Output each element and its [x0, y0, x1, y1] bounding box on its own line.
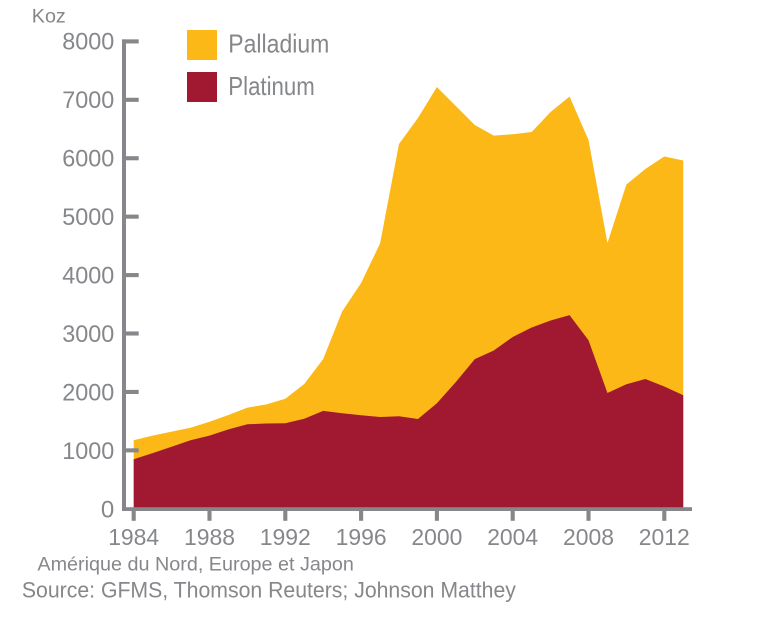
svg-text:4000: 4000	[62, 262, 114, 289]
svg-text:1984: 1984	[108, 524, 159, 550]
svg-text:Platinum: Platinum	[228, 71, 314, 101]
svg-text:Amérique du Nord, Europe et Ja: Amérique du Nord, Europe et Japon	[37, 553, 354, 575]
svg-text:1992: 1992	[260, 524, 311, 550]
svg-text:7000: 7000	[62, 87, 114, 114]
svg-text:Palladium: Palladium	[228, 29, 329, 59]
svg-text:2012: 2012	[639, 524, 690, 550]
svg-text:2008: 2008	[563, 524, 614, 550]
svg-text:8000: 8000	[62, 28, 114, 55]
svg-text:1996: 1996	[336, 524, 387, 550]
svg-text:2000: 2000	[411, 524, 462, 550]
svg-text:1000: 1000	[62, 438, 114, 465]
svg-text:6000: 6000	[62, 145, 114, 172]
svg-text:Source: GFMS, Thomson Reuters;: Source: GFMS, Thomson Reuters; Johnson M…	[22, 577, 516, 602]
svg-text:3000: 3000	[62, 321, 114, 348]
svg-text:Koz: Koz	[32, 5, 66, 27]
svg-text:2004: 2004	[487, 524, 538, 550]
svg-text:0: 0	[101, 496, 114, 523]
svg-text:5000: 5000	[62, 204, 114, 231]
svg-text:2000: 2000	[62, 379, 114, 406]
svg-text:1988: 1988	[184, 524, 235, 550]
